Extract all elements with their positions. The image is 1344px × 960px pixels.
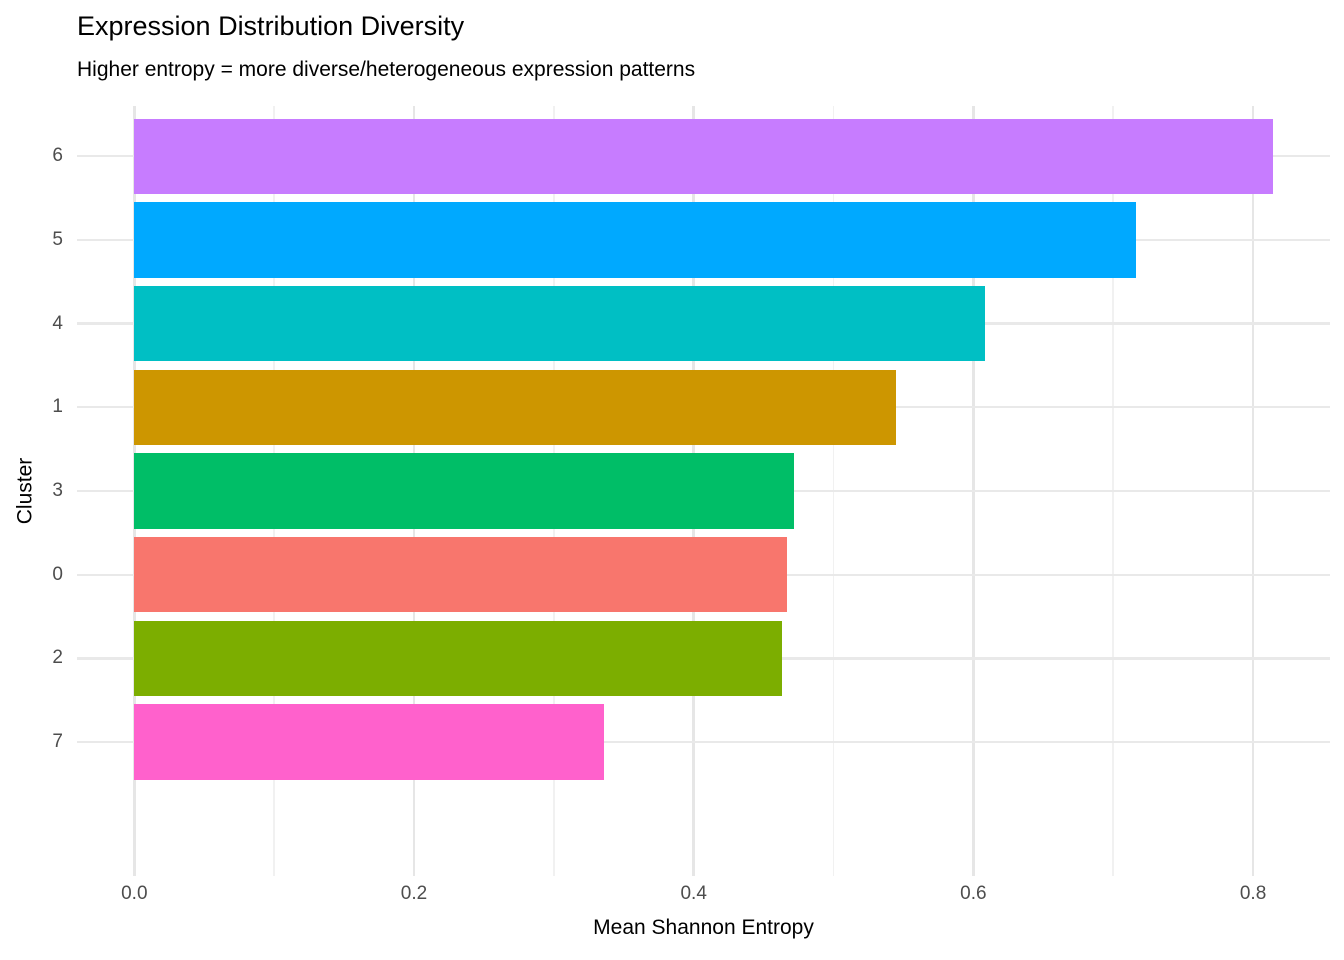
y-major-gridline <box>77 740 1330 744</box>
y-tick-label: 4 <box>52 312 63 334</box>
bar-cluster-2 <box>134 620 782 697</box>
chart-title: Expression Distribution Diversity <box>77 11 465 41</box>
x-tick-label: 0.8 <box>1239 883 1267 904</box>
y-axis-title-container: Cluster <box>10 106 40 876</box>
x-tick-label: 0.4 <box>680 883 707 904</box>
bar-cluster-5 <box>134 202 1136 278</box>
bar-cluster-6 <box>134 118 1273 194</box>
x-axis-title: Mean Shannon Entropy <box>593 916 814 939</box>
x-tick-label: 0.0 <box>121 883 148 904</box>
y-tick-label: 5 <box>52 228 63 250</box>
bar-cluster-3 <box>134 453 795 529</box>
bar-cluster-7 <box>134 704 605 780</box>
y-tick-label: 2 <box>52 647 63 669</box>
y-tick-label: 3 <box>52 480 63 501</box>
y-tick-label: 1 <box>52 396 63 418</box>
bar-cluster-0 <box>134 537 788 613</box>
y-tick-label: 0 <box>52 563 63 585</box>
x-tick-label: 0.2 <box>400 883 428 904</box>
x-tick-label: 0.6 <box>960 883 987 904</box>
plot-panel <box>77 106 1330 876</box>
y-tick-label: 6 <box>52 145 63 167</box>
bar-cluster-4 <box>134 285 985 362</box>
y-tick-label: 7 <box>52 731 63 753</box>
y-axis-title: Cluster <box>13 457 36 525</box>
chart-subtitle: Higher entropy = more diverse/heterogene… <box>77 58 696 81</box>
bar-cluster-1 <box>134 369 897 445</box>
